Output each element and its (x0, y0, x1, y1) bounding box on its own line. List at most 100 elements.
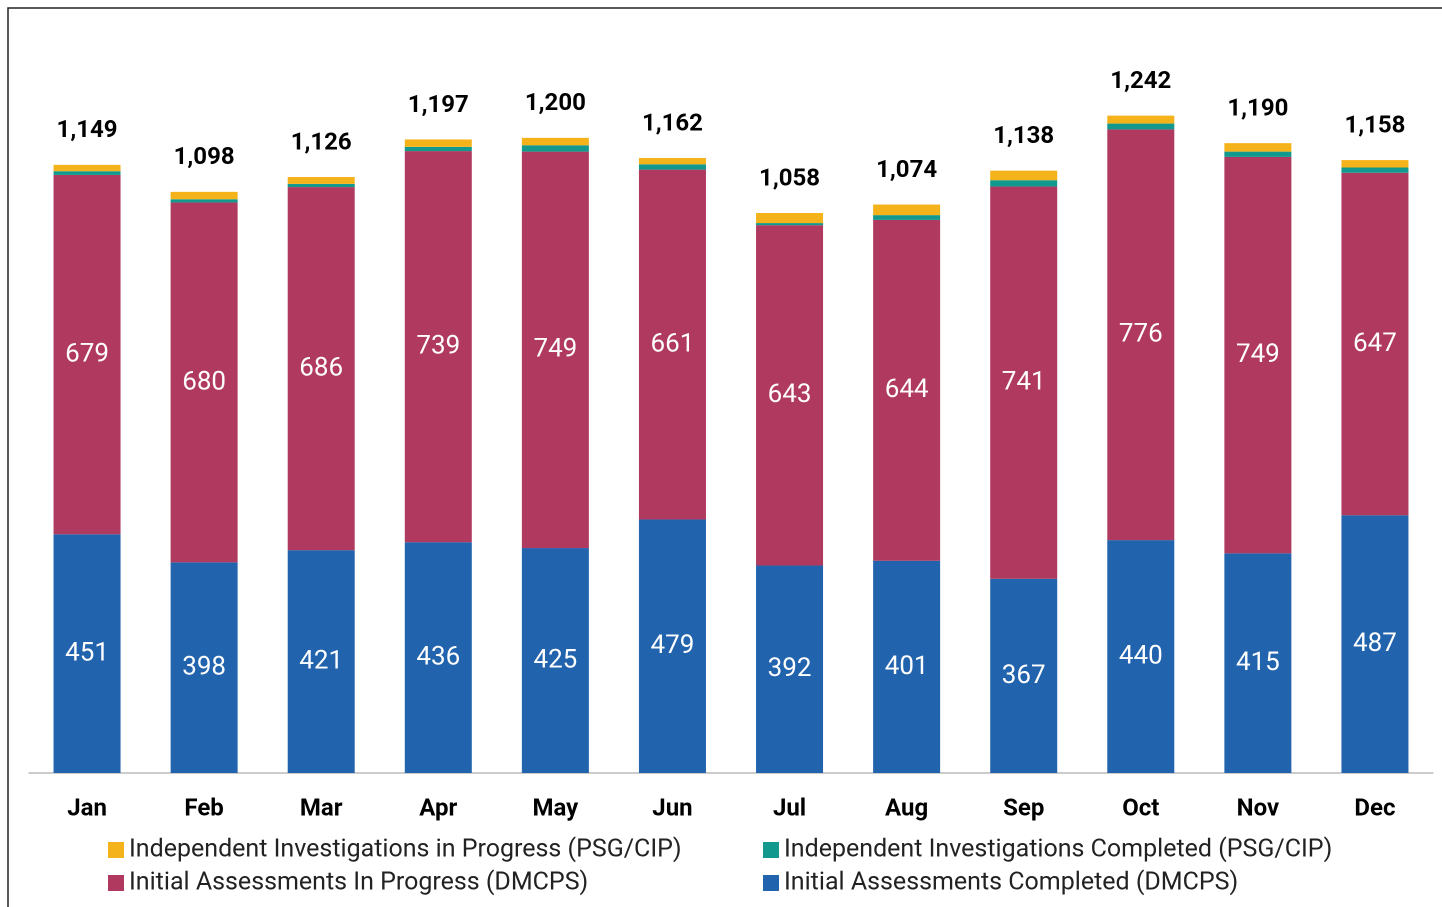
segment-label: 440 (1119, 640, 1163, 670)
bar-segment (638, 157, 706, 165)
bar-segment (756, 225, 824, 566)
x-tick-label: Jul (773, 793, 806, 821)
bar-segment (170, 562, 238, 773)
segment-label: 739 (416, 331, 460, 361)
bar-segment (873, 219, 941, 561)
segment-label: 749 (1236, 339, 1280, 369)
bar-segment (990, 186, 1058, 579)
total-label: 1,126 (291, 127, 352, 155)
legend-label: Independent Investigations in Progress (… (129, 835, 682, 864)
bar-segment (521, 151, 589, 549)
total-label: 1,098 (174, 142, 235, 170)
x-tick-label: May (532, 793, 579, 821)
segment-label: 451 (65, 638, 109, 668)
bar-segment (1224, 143, 1292, 152)
segment-label: 479 (651, 630, 695, 660)
segment-label: 367 (1002, 660, 1046, 690)
x-tick-label: Jan (67, 793, 107, 821)
bar-segment (1224, 553, 1292, 773)
bar-segment (53, 534, 121, 773)
bar-segment (638, 519, 706, 773)
total-label: 1,058 (759, 163, 820, 191)
bar-segment (170, 191, 238, 200)
segment-label: 421 (299, 645, 343, 675)
bar-segment (638, 164, 706, 170)
total-label: 1,162 (642, 108, 703, 136)
bar-segment (1341, 172, 1409, 516)
total-label: 1,242 (1110, 66, 1171, 94)
segment-label: 401 (885, 651, 929, 681)
bar-segment (756, 223, 824, 226)
bar-segment (1224, 156, 1292, 554)
bar-segment (1341, 160, 1409, 168)
segment-label: 647 (1353, 328, 1397, 358)
bar-segment (756, 213, 824, 224)
bar-segment (521, 548, 589, 773)
segment-label: 487 (1353, 628, 1397, 658)
bar-segment (287, 550, 355, 773)
bar-segment (1107, 115, 1175, 124)
total-label: 1,200 (525, 88, 586, 116)
segment-label: 776 (1119, 319, 1163, 349)
chart-frame (7, 7, 1442, 907)
bar-segment (1107, 540, 1175, 773)
segment-label: 661 (651, 328, 695, 358)
legend-swatch (108, 875, 124, 891)
legend-swatch (763, 842, 779, 858)
total-label: 1,158 (1344, 110, 1405, 138)
bar-segment (990, 170, 1058, 181)
bar-segment (1107, 129, 1175, 541)
legend-label: Initial Assessments In Progress (DMCPS) (129, 868, 588, 897)
segment-label: 436 (416, 641, 460, 671)
segment-label: 680 (182, 366, 226, 396)
bar-segment (1107, 123, 1175, 130)
bar-segment (1224, 151, 1292, 157)
bar-segment (170, 202, 238, 563)
segment-label: 741 (1002, 367, 1046, 397)
x-tick-label: Jun (652, 793, 692, 821)
bar-segment (873, 215, 941, 220)
total-label: 1,197 (408, 90, 469, 118)
total-label: 1,190 (1227, 93, 1288, 121)
bar-segment (287, 187, 355, 551)
x-tick-label: Oct (1122, 793, 1159, 821)
x-tick-label: Aug (885, 793, 928, 821)
bar-segment (53, 174, 121, 535)
bar-segment (873, 204, 941, 216)
bar-segment (404, 139, 472, 147)
segment-label: 679 (65, 338, 109, 368)
bar-segment (756, 565, 824, 773)
x-tick-label: Dec (1354, 793, 1395, 821)
x-tick-label: Mar (300, 793, 343, 821)
bar-segment (404, 542, 472, 773)
segment-label: 415 (1236, 647, 1280, 677)
bar-segment (170, 199, 238, 203)
x-tick-label: Feb (184, 793, 223, 821)
bar-segment (287, 183, 355, 188)
bar-segment (404, 151, 472, 543)
bar-segment (404, 146, 472, 152)
segment-label: 398 (182, 652, 226, 682)
legend-label: Initial Assessments Completed (DMCPS) (784, 868, 1238, 897)
legend-swatch (763, 875, 779, 891)
total-label: 1,149 (57, 115, 118, 143)
bar-segment (53, 171, 121, 175)
total-label: 1,138 (993, 121, 1054, 149)
bar-segment (990, 180, 1058, 187)
legend-swatch (108, 842, 124, 858)
segment-label: 425 (533, 644, 577, 674)
bar-segment (53, 164, 121, 172)
bar-segment (1341, 167, 1409, 173)
bar-segment (990, 578, 1058, 773)
bar-segment (638, 169, 706, 520)
legend-label: Independent Investigations Completed (PS… (784, 835, 1332, 864)
segment-label: 392 (768, 653, 812, 683)
segment-label: 749 (533, 334, 577, 364)
bar-segment (873, 560, 941, 773)
total-label: 1,074 (876, 155, 937, 183)
segment-label: 644 (885, 374, 929, 404)
bar-segment (1341, 515, 1409, 773)
segment-label: 643 (768, 379, 812, 409)
segment-label: 686 (299, 353, 343, 383)
